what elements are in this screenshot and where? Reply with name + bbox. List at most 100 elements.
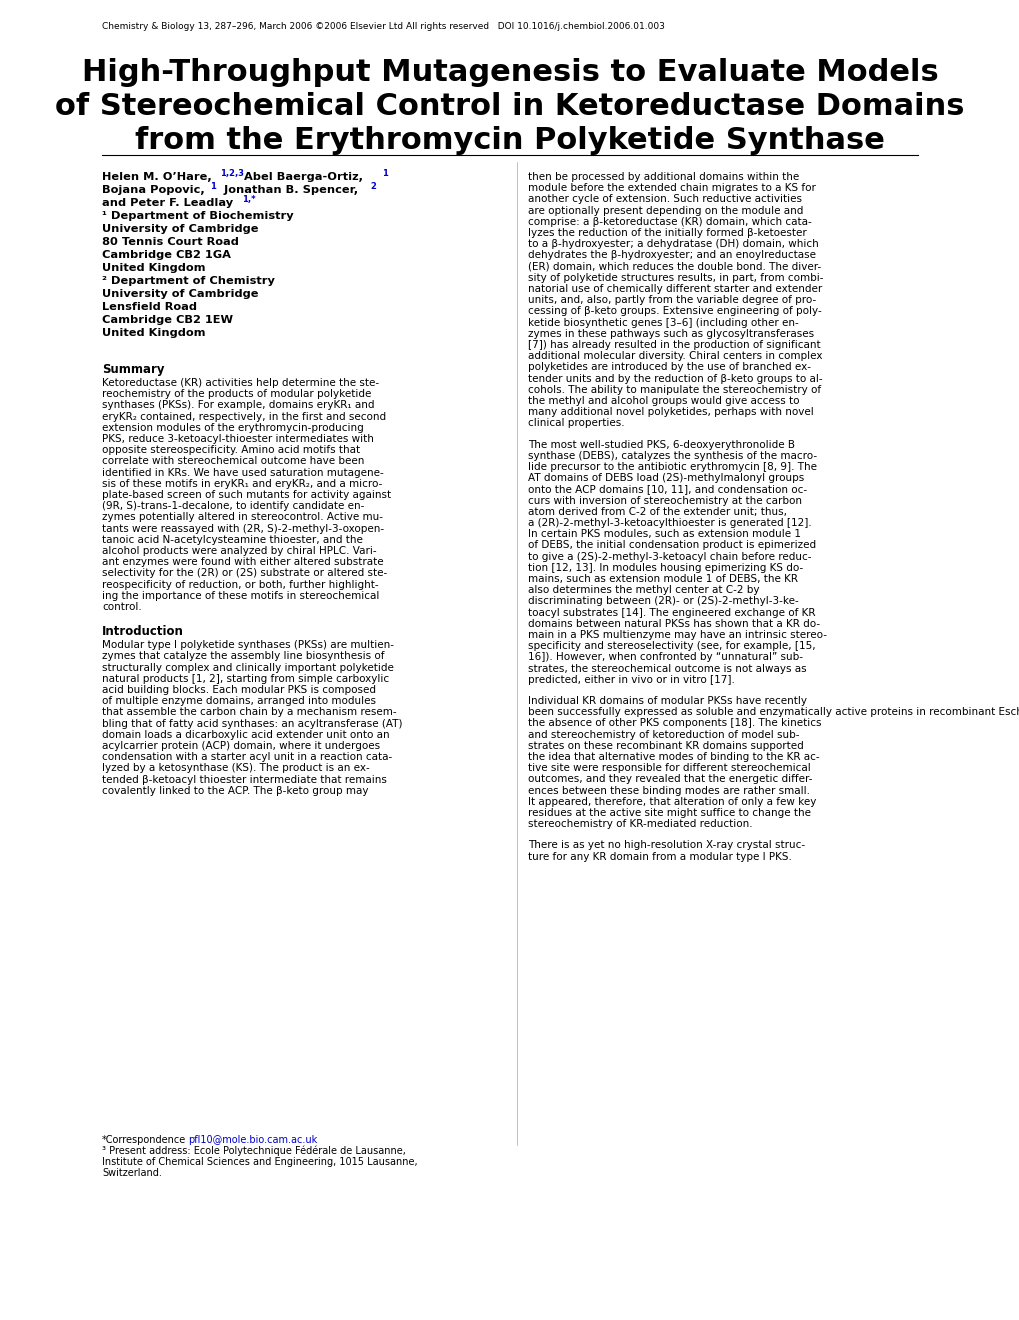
Text: been successfully expressed as soluble and enzymatically active proteins in reco: been successfully expressed as soluble a… (528, 708, 1019, 717)
Text: United Kingdom: United Kingdom (102, 263, 205, 273)
Text: strates on these recombinant KR domains supported: strates on these recombinant KR domains … (528, 741, 803, 751)
Text: outcomes, and they revealed that the energetic differ-: outcomes, and they revealed that the ene… (528, 775, 812, 784)
Text: zymes that catalyze the assembly line biosynthesis of: zymes that catalyze the assembly line bi… (102, 651, 384, 661)
Text: University of Cambridge: University of Cambridge (102, 289, 258, 300)
Text: also determines the methyl center at C-2 by: also determines the methyl center at C-2… (528, 585, 759, 595)
Text: Helen M. O’Hare,: Helen M. O’Hare, (102, 172, 212, 182)
Text: natorial use of chemically different starter and extender: natorial use of chemically different sta… (528, 284, 821, 294)
Text: ing the importance of these motifs in stereochemical: ing the importance of these motifs in st… (102, 591, 379, 601)
Text: 1: 1 (382, 169, 387, 178)
Text: natural products [1, 2], starting from simple carboxylic: natural products [1, 2], starting from s… (102, 673, 388, 684)
Text: PKS, reduce 3-ketoacyl-thioester intermediates with: PKS, reduce 3-ketoacyl-thioester interme… (102, 434, 374, 444)
Text: In certain PKS modules, such as extension module 1: In certain PKS modules, such as extensio… (528, 529, 800, 539)
Text: and stereochemistry of ketoreduction of model sub-: and stereochemistry of ketoreduction of … (528, 730, 799, 739)
Text: Modular type I polyketide synthases (PKSs) are multien-: Modular type I polyketide synthases (PKS… (102, 640, 393, 651)
Text: extension modules of the erythromycin-producing: extension modules of the erythromycin-pr… (102, 422, 364, 433)
Text: ³ Present address: Ecole Polytechnique Fédérale de Lausanne,: ³ Present address: Ecole Polytechnique F… (102, 1146, 406, 1156)
Text: ketide biosynthetic genes [3–6] (including other en-: ketide biosynthetic genes [3–6] (includi… (528, 318, 798, 327)
Text: acylcarrier protein (ACP) domain, where it undergoes: acylcarrier protein (ACP) domain, where … (102, 741, 380, 751)
Text: United Kingdom: United Kingdom (102, 327, 205, 338)
Text: lyzed by a ketosynthase (KS). The product is an ex-: lyzed by a ketosynthase (KS). The produc… (102, 763, 370, 774)
Text: domain loads a dicarboxylic acid extender unit onto an: domain loads a dicarboxylic acid extende… (102, 730, 389, 739)
Text: (ER) domain, which reduces the double bond. The diver-: (ER) domain, which reduces the double bo… (528, 261, 820, 272)
Text: University of Cambridge: University of Cambridge (102, 224, 258, 234)
Text: additional molecular diversity. Chiral centers in complex: additional molecular diversity. Chiral c… (528, 351, 821, 362)
Text: onto the ACP domains [10, 11], and condensation oc-: onto the ACP domains [10, 11], and conde… (528, 484, 806, 495)
Text: selectivity for the (2R) or (2S) substrate or altered ste-: selectivity for the (2R) or (2S) substra… (102, 569, 387, 578)
Text: and Peter F. Leadlay: and Peter F. Leadlay (102, 198, 233, 209)
Text: are optionally present depending on the module and: are optionally present depending on the … (528, 206, 803, 215)
Text: Abel Baerga-Ortiz,: Abel Baerga-Ortiz, (239, 172, 363, 182)
Text: lyzes the reduction of the initially formed β-ketoester: lyzes the reduction of the initially for… (528, 228, 806, 238)
Text: cessing of β-keto groups. Extensive engineering of poly-: cessing of β-keto groups. Extensive engi… (528, 306, 821, 317)
Text: Switzerland.: Switzerland. (102, 1168, 162, 1177)
Text: 1,*: 1,* (242, 195, 256, 205)
Text: another cycle of extension. Such reductive activities: another cycle of extension. Such reducti… (528, 194, 801, 205)
Text: There is as yet no high-resolution X-ray crystal struc-: There is as yet no high-resolution X-ray… (528, 841, 804, 850)
Text: 2: 2 (370, 182, 376, 191)
Text: to give a (2S)-2-methyl-3-ketoacyl chain before reduc-: to give a (2S)-2-methyl-3-ketoacyl chain… (528, 552, 811, 561)
Text: lide precursor to the antibiotic erythromycin [8, 9]. The: lide precursor to the antibiotic erythro… (528, 462, 816, 473)
Text: synthases (PKSs). For example, domains eryKR₁ and: synthases (PKSs). For example, domains e… (102, 400, 374, 411)
Text: then be processed by additional domains within the: then be processed by additional domains … (528, 172, 799, 182)
Text: tion [12, 13]. In modules housing epimerizing KS do-: tion [12, 13]. In modules housing epimer… (528, 562, 803, 573)
Text: tants were reassayed with (2R, S)-2-methyl-3-oxopen-: tants were reassayed with (2R, S)-2-meth… (102, 524, 384, 533)
Text: The most well-studied PKS, 6-deoxyerythronolide B: The most well-studied PKS, 6-deoxyerythr… (528, 440, 794, 450)
Text: Ketoreductase (KR) activities help determine the ste-: Ketoreductase (KR) activities help deter… (102, 378, 379, 388)
Text: many additional novel polyketides, perhaps with novel: many additional novel polyketides, perha… (528, 407, 813, 417)
Text: structurally complex and clinically important polyketide: structurally complex and clinically impo… (102, 663, 393, 673)
Text: AT domains of DEBS load (2S)-methylmalonyl groups: AT domains of DEBS load (2S)-methylmalon… (528, 473, 803, 483)
Text: alcohol products were analyzed by chiral HPLC. Vari-: alcohol products were analyzed by chiral… (102, 546, 376, 556)
Text: the absence of other PKS components [18]. The kinetics: the absence of other PKS components [18]… (528, 718, 820, 729)
Text: ¹ Department of Biochemistry: ¹ Department of Biochemistry (102, 211, 293, 220)
Text: comprise: a β-ketoreductase (KR) domain, which cata-: comprise: a β-ketoreductase (KR) domain,… (528, 216, 811, 227)
Text: discriminating between (2R)- or (2S)-2-methyl-3-ke-: discriminating between (2R)- or (2S)-2-m… (528, 597, 798, 606)
Text: Jonathan B. Spencer,: Jonathan B. Spencer, (220, 185, 358, 195)
Text: Cambridge CB2 1GA: Cambridge CB2 1GA (102, 249, 230, 260)
Text: module before the extended chain migrates to a KS for: module before the extended chain migrate… (528, 183, 815, 193)
Text: 1: 1 (210, 182, 216, 191)
Text: 1,2,3: 1,2,3 (220, 169, 244, 178)
Text: a (2R)-2-methyl-3-ketoacylthioester is generated [12].: a (2R)-2-methyl-3-ketoacylthioester is g… (528, 517, 811, 528)
Text: from the Erythromycin Polyketide Synthase: from the Erythromycin Polyketide Synthas… (135, 125, 884, 154)
Text: pfl10@mole.bio.cam.ac.uk: pfl10@mole.bio.cam.ac.uk (187, 1135, 317, 1144)
Text: tive site were responsible for different stereochemical: tive site were responsible for different… (528, 763, 810, 774)
Text: Introduction: Introduction (102, 626, 183, 638)
Text: control.: control. (102, 602, 142, 612)
Text: *Correspondence: *Correspondence (102, 1135, 186, 1144)
Text: eryKR₂ contained, respectively, in the first and second: eryKR₂ contained, respectively, in the f… (102, 412, 386, 421)
Text: correlate with stereochemical outcome have been: correlate with stereochemical outcome ha… (102, 457, 364, 466)
Text: bling that of fatty acid synthases: an acyltransferase (AT): bling that of fatty acid synthases: an a… (102, 718, 403, 729)
Text: Bojana Popovic,: Bojana Popovic, (102, 185, 205, 195)
Text: strates, the stereochemical outcome is not always as: strates, the stereochemical outcome is n… (528, 664, 806, 673)
Text: Institute of Chemical Sciences and Engineering, 1015 Lausanne,: Institute of Chemical Sciences and Engin… (102, 1158, 417, 1167)
Text: Chemistry & Biology 13, 287–296, March 2006 ©2006 Elsevier Ltd All rights reserv: Chemistry & Biology 13, 287–296, March 2… (102, 22, 664, 30)
Text: the idea that alternative modes of binding to the KR ac-: the idea that alternative modes of bindi… (528, 752, 819, 762)
Text: ² Department of Chemistry: ² Department of Chemistry (102, 276, 274, 286)
Text: Cambridge CB2 1EW: Cambridge CB2 1EW (102, 315, 232, 325)
Text: of Stereochemical Control in Ketoreductase Domains: of Stereochemical Control in Ketoreducta… (55, 92, 964, 121)
Text: main in a PKS multienzyme may have an intrinsic stereo-: main in a PKS multienzyme may have an in… (528, 630, 826, 640)
Text: (9R, S)-trans-1-decalone, to identify candidate en-: (9R, S)-trans-1-decalone, to identify ca… (102, 502, 364, 511)
Text: identified in KRs. We have used saturation mutagene-: identified in KRs. We have used saturati… (102, 467, 383, 478)
Text: tanoic acid N-acetylcysteamine thioester, and the: tanoic acid N-acetylcysteamine thioester… (102, 535, 363, 545)
Text: High-Throughput Mutagenesis to Evaluate Models: High-Throughput Mutagenesis to Evaluate … (82, 58, 937, 87)
Text: plate-based screen of such mutants for activity against: plate-based screen of such mutants for a… (102, 490, 390, 500)
Text: [7]) has already resulted in the production of significant: [7]) has already resulted in the product… (528, 341, 820, 350)
Text: It appeared, therefore, that alteration of only a few key: It appeared, therefore, that alteration … (528, 797, 815, 807)
Text: Individual KR domains of modular PKSs have recently: Individual KR domains of modular PKSs ha… (528, 696, 806, 706)
Text: clinical properties.: clinical properties. (528, 418, 624, 429)
Text: opposite stereospecificity. Amino acid motifs that: opposite stereospecificity. Amino acid m… (102, 445, 360, 455)
Text: Lensfield Road: Lensfield Road (102, 302, 197, 312)
Text: domains between natural PKSs has shown that a KR do-: domains between natural PKSs has shown t… (528, 619, 819, 628)
Text: predicted, either in vivo or in vitro [17].: predicted, either in vivo or in vitro [1… (528, 675, 734, 685)
Text: 16]). However, when confronted by “unnatural” sub-: 16]). However, when confronted by “unnat… (528, 652, 802, 663)
Text: stereochemistry of KR-mediated reduction.: stereochemistry of KR-mediated reduction… (528, 820, 752, 829)
Text: of multiple enzyme domains, arranged into modules: of multiple enzyme domains, arranged int… (102, 696, 376, 706)
Text: acid building blocks. Each modular PKS is composed: acid building blocks. Each modular PKS i… (102, 685, 376, 696)
Text: tended β-ketoacyl thioester intermediate that remains: tended β-ketoacyl thioester intermediate… (102, 775, 386, 784)
Text: reochemistry of the products of modular polyketide: reochemistry of the products of modular … (102, 389, 371, 399)
Text: Summary: Summary (102, 363, 164, 376)
Text: units, and, also, partly from the variable degree of pro-: units, and, also, partly from the variab… (528, 296, 815, 305)
Text: the methyl and alcohol groups would give access to: the methyl and alcohol groups would give… (528, 396, 799, 407)
